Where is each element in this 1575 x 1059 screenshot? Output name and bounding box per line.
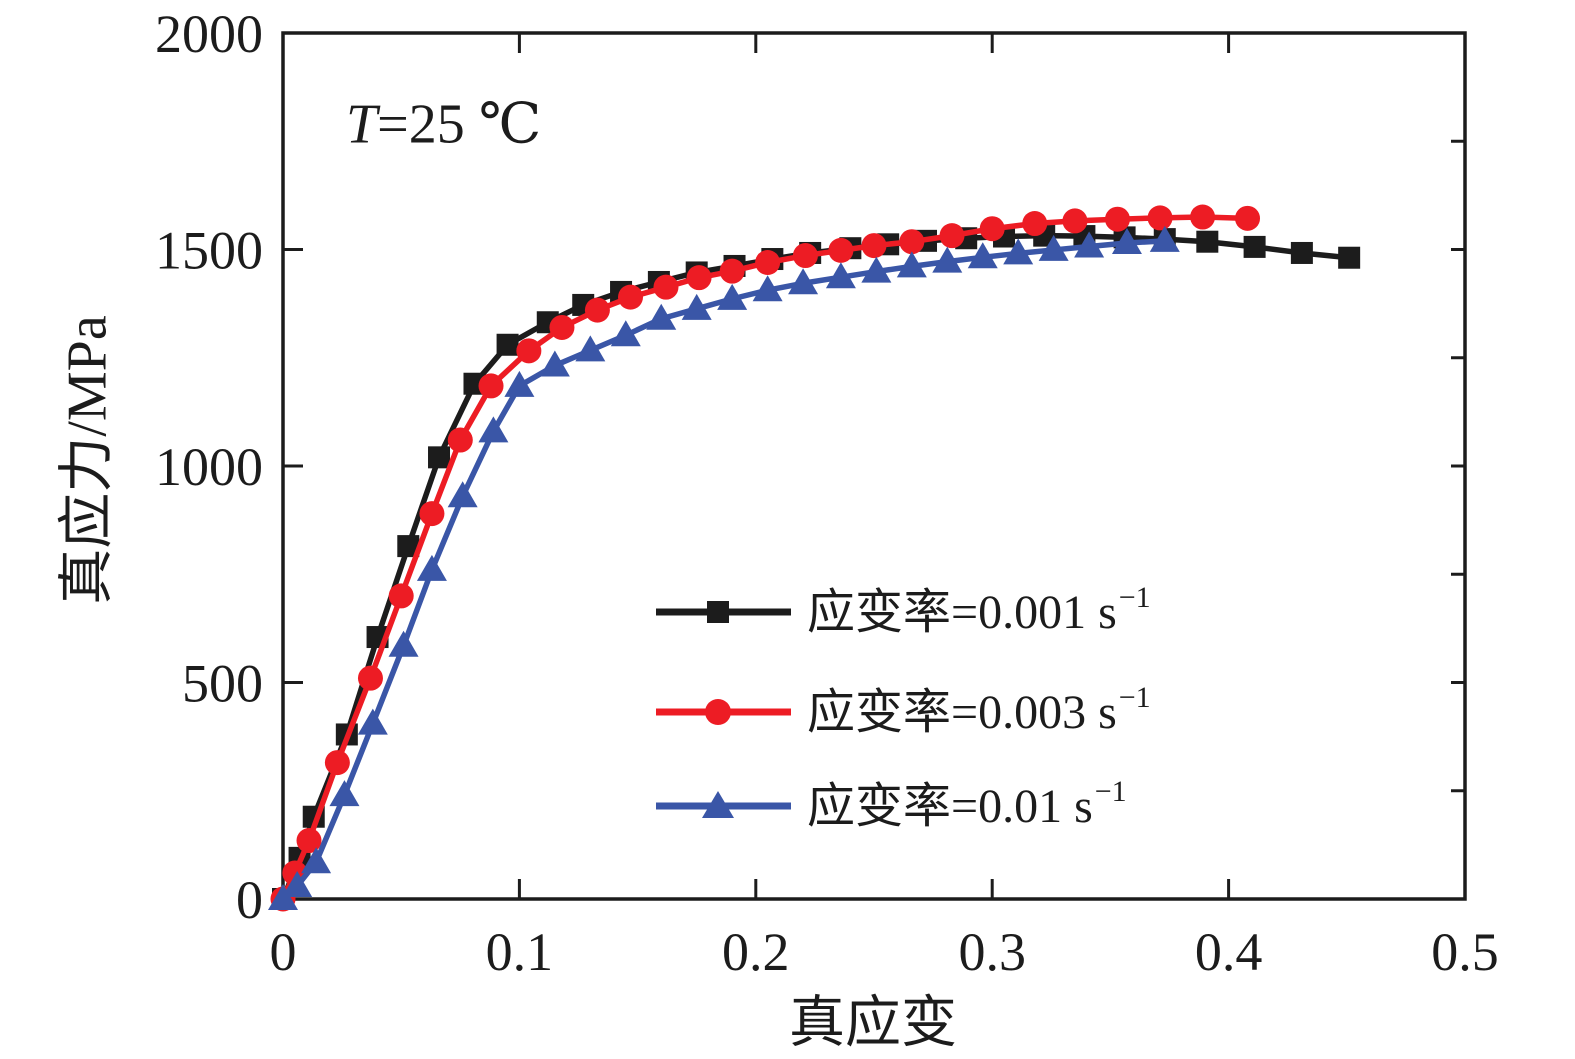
svg-text:500: 500 (182, 654, 263, 714)
marker-circle (828, 237, 854, 263)
svg-text:0.2: 0.2 (722, 922, 790, 982)
marker-triangle (388, 630, 419, 657)
marker-circle (1147, 205, 1173, 231)
marker-triangle (752, 275, 783, 302)
y-axis-title: 真应力/MPa (56, 315, 119, 605)
y-axis-ticks (283, 248, 303, 684)
marker-triangle (357, 708, 388, 735)
marker-square (1196, 230, 1219, 253)
marker-triangle (1111, 228, 1142, 255)
marker-triangle (1149, 225, 1180, 252)
marker-triangle (788, 268, 819, 295)
marker-circle (1022, 211, 1048, 237)
marker-circle (755, 249, 781, 275)
svg-text:0.4: 0.4 (1195, 922, 1263, 982)
marker-circle (516, 338, 542, 364)
x-axis-title: 真应变 (789, 992, 957, 1055)
marker-square (1243, 235, 1266, 258)
svg-text:0: 0 (270, 922, 297, 982)
marker-triangle (1038, 234, 1069, 261)
svg-text:0.5: 0.5 (1431, 922, 1499, 982)
marker-circle (388, 583, 414, 609)
temperature-annotation: T=25 ℃ (346, 92, 541, 157)
marker-triangle (717, 283, 748, 310)
marker-circle (447, 427, 473, 453)
marker-triangle (329, 780, 360, 807)
marker-triangle (932, 246, 963, 273)
marker-triangle (896, 251, 927, 278)
marker-circle (1190, 204, 1216, 230)
y-axis-tick-labels: 0 500 1000 1500 2000 (155, 4, 263, 930)
annotation-value: =25 ℃ (377, 93, 542, 156)
legend-item-rate-0.01: 应变率=0.01 s−1 (656, 775, 1127, 833)
marker-circle (1062, 208, 1088, 234)
marker-triangle (646, 303, 677, 330)
marker-triangle (539, 350, 570, 377)
marker-square (1338, 246, 1361, 269)
marker-circle (296, 828, 322, 854)
marker-triangle (282, 871, 313, 898)
svg-text:0.3: 0.3 (958, 922, 1026, 982)
right-axis-minor-ticks (1451, 139, 1465, 793)
marker-triangle (478, 416, 509, 443)
legend-square-marker-icon (656, 601, 791, 623)
marker-circle (899, 229, 925, 255)
marker-square (496, 333, 519, 356)
marker-circle (584, 297, 610, 323)
svg-text:1000: 1000 (155, 437, 263, 497)
marker-triangle (967, 242, 998, 269)
marker-circle (324, 750, 350, 776)
series-line-strain-rate-0.01 (281, 238, 1165, 902)
legend-label: 应变率=0.003 s−1 (807, 681, 1151, 739)
x-axis-ticks (517, 33, 1231, 899)
legend-circle-glyph (705, 699, 731, 725)
legend-triangle-marker-icon (656, 791, 791, 818)
legend-label: 应变率=0.01 s−1 (807, 775, 1127, 833)
marker-circle (357, 665, 383, 691)
marker-triangle (504, 370, 535, 397)
marker-square (397, 535, 420, 558)
marker-circle (686, 265, 712, 291)
marker-circle (719, 258, 745, 284)
marker-circle (861, 233, 887, 259)
legend-item-rate-0.001: 应变率=0.001 s−1 (656, 581, 1151, 639)
marker-triangle (1003, 238, 1034, 265)
marker-square (428, 446, 451, 469)
marker-triangle (447, 481, 478, 508)
svg-text:1500: 1500 (155, 221, 263, 281)
marker-triangle (861, 256, 892, 283)
legend-triangle-glyph (702, 791, 734, 818)
svg-text:2000: 2000 (155, 4, 263, 64)
svg-text:0: 0 (236, 870, 263, 930)
marker-triangle (681, 293, 712, 320)
marker-triangle (416, 554, 447, 581)
legend-square-glyph (707, 601, 729, 623)
marker-triangle (1074, 231, 1105, 258)
marker-triangle (575, 335, 606, 362)
marker-triangle (825, 262, 856, 289)
svg-text:0.1: 0.1 (486, 922, 554, 982)
marker-circle (792, 243, 818, 269)
legend-circle-marker-icon (656, 699, 791, 725)
marker-circle (939, 223, 965, 249)
marker-circle (979, 216, 1005, 242)
legend-label: 应变率=0.001 s−1 (807, 581, 1151, 639)
plot-border (281, 31, 1467, 901)
marker-triangle (610, 320, 641, 347)
marker-square (1290, 241, 1313, 264)
annotation-variable: T (346, 93, 378, 156)
x-axis-tick-labels: 0 0.1 0.2 0.3 0.4 0.5 (270, 922, 1499, 982)
marker-circle (653, 274, 679, 300)
marker-circle (478, 373, 504, 399)
marker-circle (1104, 206, 1130, 232)
marker-triangle (301, 847, 332, 874)
marker-circle (549, 314, 575, 340)
marker-circle (419, 501, 445, 527)
marker-circle (1235, 205, 1261, 231)
marker-circle (618, 284, 644, 310)
series-strain-rate-0.01 (268, 225, 1180, 910)
legend-item-rate-0.003: 应变率=0.003 s−1 (656, 681, 1151, 739)
